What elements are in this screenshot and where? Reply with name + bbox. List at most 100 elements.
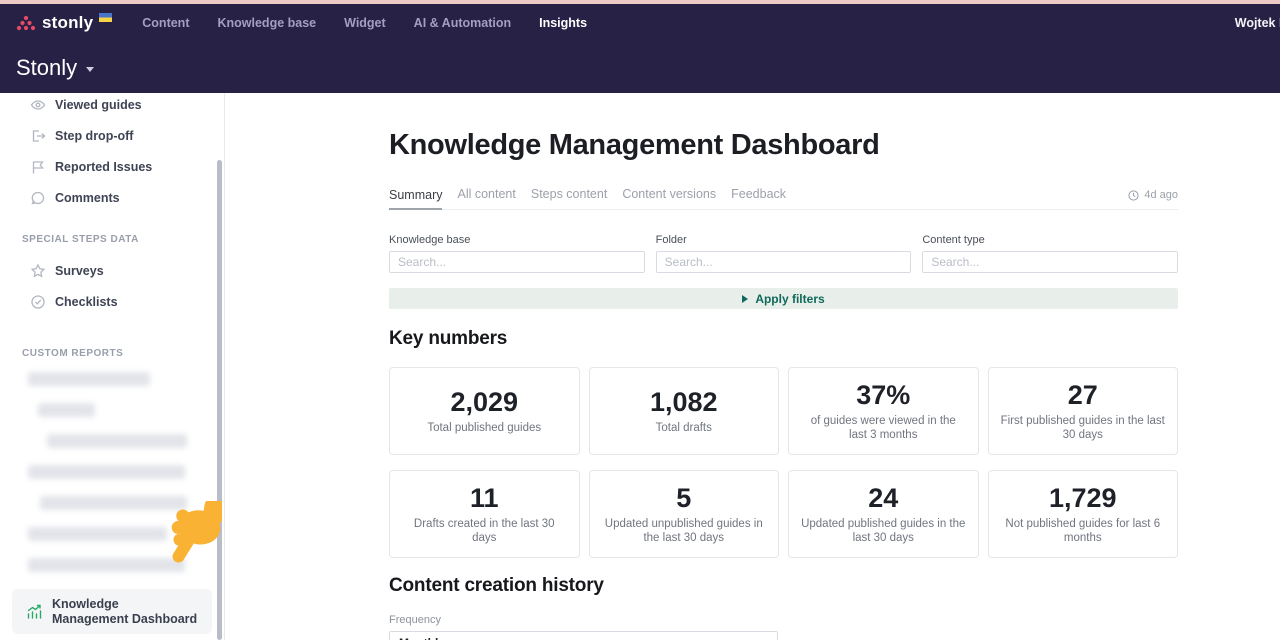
blurred-report-item xyxy=(28,372,150,386)
stat-label: Updated published guides in the last 30 … xyxy=(801,518,966,544)
sidebar-item-label: Knowledge Management Dashboard xyxy=(52,596,198,626)
stat-label: Updated unpublished guides in the last 3… xyxy=(604,518,763,544)
star-icon xyxy=(30,263,46,277)
blurred-report-item xyxy=(47,434,187,448)
content-type-search-input[interactable] xyxy=(922,251,1178,273)
chevron-down-icon[interactable] xyxy=(86,67,95,72)
stonly-logo[interactable]: stonly xyxy=(16,12,113,34)
filter-label: Content type xyxy=(922,234,985,246)
sidebar-item-surveys[interactable]: Surveys xyxy=(0,255,224,286)
stat-card-drafts-created: 11 Drafts created in the last 30 days xyxy=(389,470,580,558)
sidebar-item-label: Reported Issues xyxy=(55,159,153,174)
blurred-report-item xyxy=(38,403,95,417)
sidebar-item-label: Checklists xyxy=(55,294,118,309)
user-menu[interactable]: Wojtek K xyxy=(1234,16,1280,30)
ukraine-flag-icon xyxy=(99,13,113,22)
key-numbers-heading: Key numbers xyxy=(389,328,508,349)
last-updated-text: 4d ago xyxy=(1144,189,1178,201)
sidebar-section-custom-reports: CUSTOM REPORTS xyxy=(22,348,124,359)
filter-label: Folder xyxy=(655,234,687,246)
flag-icon xyxy=(32,160,44,173)
stat-label: Total published guides xyxy=(427,422,542,434)
sidebar-item-comments[interactable]: Comments xyxy=(0,182,224,213)
stat-card-updated-unpublished: 5 Updated unpublished guides in the last… xyxy=(588,470,779,558)
eye-icon xyxy=(30,99,46,110)
stat-value: 27 xyxy=(1067,380,1098,410)
stat-value: 1,082 xyxy=(649,387,718,417)
tab-summary[interactable]: Summary xyxy=(389,188,443,210)
key-numbers-grid: 2,029 Total published guides 1,082 Total… xyxy=(389,367,1178,558)
stonly-logo-icon xyxy=(16,15,36,31)
top-accent-strip xyxy=(0,0,1280,4)
comment-icon xyxy=(31,191,45,204)
stat-card-first-published: 27 First published guides in the last 30… xyxy=(987,367,1178,455)
clock-icon xyxy=(1128,189,1139,201)
nav-item-ai-automation[interactable]: AI & Automation xyxy=(413,16,512,30)
blurred-report-item xyxy=(40,496,187,510)
tab-steps-content[interactable]: Steps content xyxy=(530,187,608,201)
blurred-report-item xyxy=(28,527,167,541)
frequency-select[interactable]: Monthly ∨ xyxy=(389,631,778,640)
blurred-report-item xyxy=(28,465,185,479)
step-out-icon xyxy=(32,129,46,142)
sidebar-item-viewed-guides[interactable]: Viewed guides xyxy=(0,93,224,120)
tabs-bar: Summary All content Steps content Conten… xyxy=(389,186,1178,210)
sidebar-item-reported-issues[interactable]: Reported Issues xyxy=(0,151,224,182)
filters-row: Knowledge base Folder Content type xyxy=(389,234,1178,273)
knowledge-base-search-input[interactable] xyxy=(389,251,645,273)
stat-value: 37% xyxy=(856,380,911,410)
filter-folder: Folder xyxy=(655,234,912,273)
play-icon xyxy=(742,294,749,303)
frequency-label: Frequency xyxy=(389,614,441,626)
stat-value: 24 xyxy=(868,483,899,513)
stat-value: 5 xyxy=(676,483,692,513)
stat-label: Total drafts xyxy=(655,422,712,434)
insights-sidebar: Viewed guides Step drop-off Reported Iss… xyxy=(0,93,225,640)
workspace-header: Stonly xyxy=(0,42,1280,93)
nav-item-knowledge-base[interactable]: Knowledge base xyxy=(217,16,317,30)
stat-card-viewed-percent: 37% of guides were viewed in the last 3 … xyxy=(788,367,979,455)
page-title: Knowledge Management Dashboard xyxy=(389,129,880,161)
sidebar-section-special-steps-data: SPECIAL STEPS DATA xyxy=(22,234,139,245)
tab-feedback[interactable]: Feedback xyxy=(731,187,787,201)
stat-card-not-published: 1,729 Not published guides for last 6 mo… xyxy=(987,470,1178,558)
stat-value: 1,729 xyxy=(1048,483,1117,513)
workspace-title[interactable]: Stonly xyxy=(16,54,78,80)
frequency-selected-value: Monthly xyxy=(399,636,445,640)
stat-card-total-drafts: 1,082 Total drafts xyxy=(588,367,779,455)
top-navbar: stonly Content Knowledge base Widget AI … xyxy=(0,4,1280,42)
blurred-report-item xyxy=(28,558,185,572)
sidebar-item-checklists[interactable]: Checklists xyxy=(0,286,224,317)
nav-item-content[interactable]: Content xyxy=(142,16,190,30)
stat-card-total-published-guides: 2,029 Total published guides xyxy=(389,367,580,455)
sidebar-item-step-drop-off[interactable]: Step drop-off xyxy=(0,120,224,151)
tab-content-versions[interactable]: Content versions xyxy=(622,187,717,201)
last-updated-badge: 4d ago xyxy=(1128,189,1178,209)
tab-all-content[interactable]: All content xyxy=(457,187,516,201)
sidebar-scrollbar[interactable] xyxy=(217,160,222,640)
chevron-down-icon: ∨ xyxy=(761,638,768,640)
brand-name: stonly xyxy=(42,13,94,32)
apply-filters-button[interactable]: Apply filters xyxy=(389,288,1178,309)
nav-item-insights[interactable]: Insights xyxy=(539,16,588,30)
sidebar-item-knowledge-management-dashboard[interactable]: Knowledge Management Dashboard xyxy=(12,589,212,634)
filter-content-type: Content type xyxy=(922,234,1178,273)
sidebar-item-label: Comments xyxy=(55,190,120,205)
nav-item-widget[interactable]: Widget xyxy=(344,16,386,30)
stat-card-updated-published: 24 Updated published guides in the last … xyxy=(788,470,979,558)
sidebar-item-label: Step drop-off xyxy=(55,128,134,143)
filter-knowledge-base: Knowledge base xyxy=(389,234,645,273)
sidebar-item-label: Viewed guides xyxy=(55,97,142,112)
stat-label: Drafts created in the last 30 days xyxy=(413,518,555,544)
stat-label: Not published guides for last 6 months xyxy=(1005,518,1161,544)
stat-label: of guides were viewed in the last 3 mont… xyxy=(810,415,956,441)
folder-search-input[interactable] xyxy=(655,251,912,273)
content-creation-history-heading: Content creation history xyxy=(389,575,604,596)
check-circle-icon xyxy=(31,294,45,309)
sidebar-item-label: Surveys xyxy=(55,263,104,278)
filter-label: Knowledge base xyxy=(389,234,471,246)
chart-trend-icon xyxy=(27,604,42,619)
stat-value: 2,029 xyxy=(450,387,519,417)
blurred-custom-reports-list xyxy=(0,372,224,572)
stat-value: 11 xyxy=(469,483,499,513)
